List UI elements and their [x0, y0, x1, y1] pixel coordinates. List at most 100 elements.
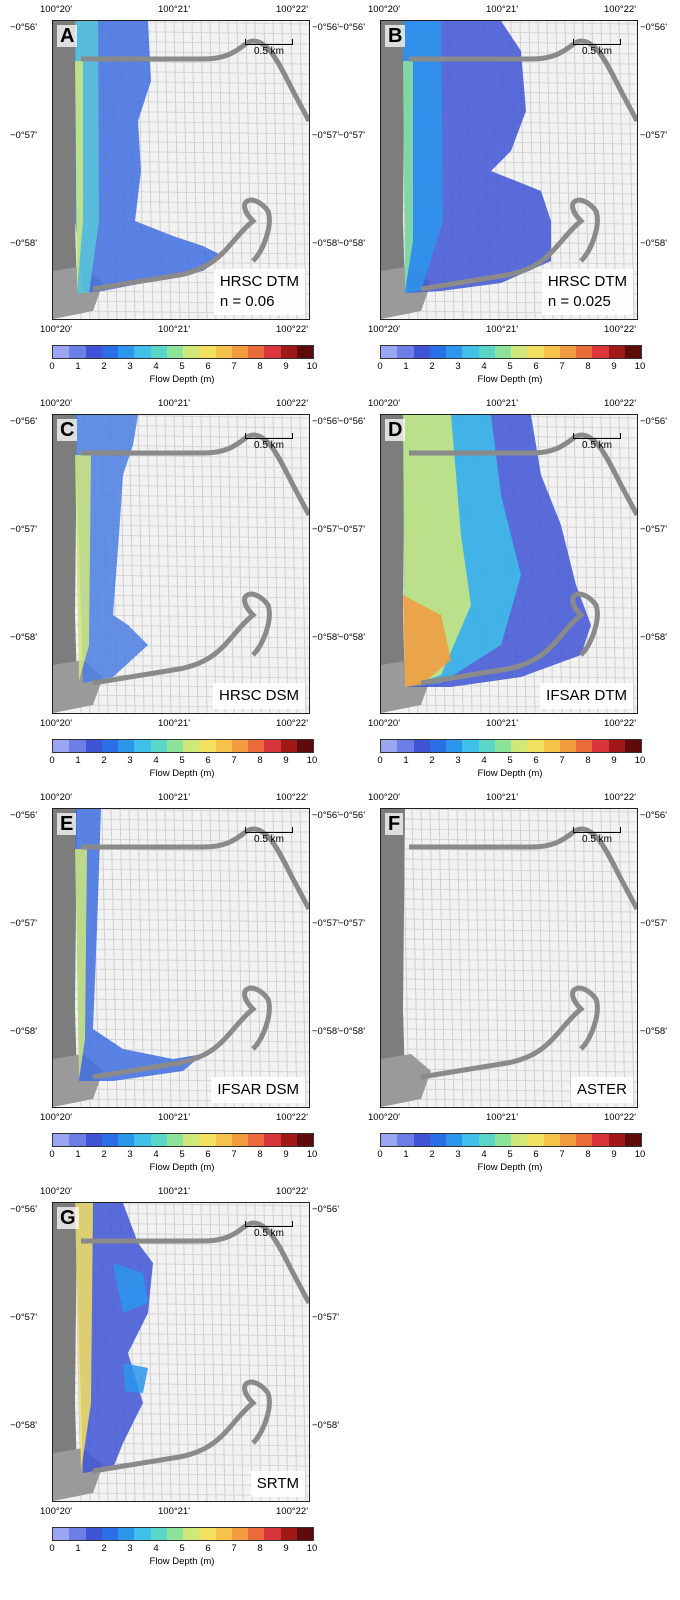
lat-tick-right: −0°58' [312, 1420, 340, 1431]
colorbar-swatch [280, 1528, 297, 1540]
lon-tick-bottom: 100°20' [368, 718, 401, 729]
colorbar-swatch [150, 346, 167, 358]
colorbar-tick: 0 [49, 1149, 55, 1160]
colorbar-tick: 7 [231, 361, 237, 372]
inundation-map: C 0.5 km HRSC DSM [52, 414, 310, 714]
colorbar-tick: 2 [429, 361, 435, 372]
colorbar-swatch [183, 740, 200, 752]
colorbar-tick: 7 [231, 1543, 237, 1554]
colorbar-swatch [478, 1134, 495, 1146]
colorbar-swatch [543, 1134, 560, 1146]
map-svg [53, 809, 309, 1107]
lat-tick-right: −0°56' [640, 810, 668, 821]
colorbar-tick: 0 [49, 361, 55, 372]
colorbar-tick: 4 [481, 1149, 487, 1160]
lat-tick-left: −0°56' [10, 22, 38, 33]
panel-letter: C [57, 419, 78, 441]
colorbar-swatch [248, 346, 265, 358]
lon-tick-bottom: 100°22' [276, 324, 309, 335]
river [81, 432, 309, 517]
urban-texture [402, 809, 637, 1107]
panel-letter: D [385, 419, 406, 441]
colorbar-swatch [511, 346, 528, 358]
lat-tick-left: −0°58' [10, 1420, 38, 1431]
colorbar-tick: 7 [231, 1149, 237, 1160]
colorbar-swatch [624, 346, 641, 358]
colorbar-swatch [446, 740, 463, 752]
colorbar-swatch [118, 1528, 135, 1540]
colorbar-swatch [446, 346, 463, 358]
colorbar-swatch [264, 1134, 281, 1146]
lat-tick-right: −0°57' [312, 1312, 340, 1323]
colorbar-ticks: 0 1 2 3 4 5 6 7 8 9 10 [377, 361, 645, 373]
colorbar-tick: 1 [403, 755, 409, 766]
lon-tick-top: 100°20' [40, 792, 73, 803]
colorbar-title: Flow Depth (m) [477, 768, 543, 779]
inundation-map: B 0.5 km HRSC DTM n = 0.025 [380, 20, 638, 320]
lon-tick-top: 100°22' [604, 398, 637, 409]
colorbar-swatch [413, 740, 430, 752]
panel-c: 100°20' 100°20' 100°21' 100°21' 100°22' 100°2… [10, 394, 340, 784]
colorbar-swatch [511, 740, 528, 752]
colorbar-tick: 8 [257, 1543, 263, 1554]
colorbar-tick: 1 [403, 1149, 409, 1160]
colorbar-swatch [69, 346, 86, 358]
flood-extent [75, 415, 148, 683]
colorbar-ticks: 0 1 2 3 4 5 6 7 8 9 10 [49, 361, 317, 373]
colorbar-swatch [429, 1134, 446, 1146]
colorbar-swatch [150, 740, 167, 752]
colorbar-tick: 10 [634, 755, 646, 766]
colorbar-swatch [429, 346, 446, 358]
colorbar-swatch [527, 1134, 544, 1146]
colorbar-ticks: 0 1 2 3 4 5 6 7 8 9 10 [49, 755, 317, 767]
colorbar-tick: 10 [634, 361, 646, 372]
colorbar-tick: 2 [101, 361, 107, 372]
flood-extent [75, 21, 223, 293]
lon-tick-top: 100°20' [368, 398, 401, 409]
scale-bar: 0.5 km [573, 39, 621, 57]
colorbar-swatch [559, 740, 576, 752]
colorbar-tick: 6 [205, 755, 211, 766]
dataset-label: HRSC DTM n = 0.06 [213, 269, 305, 315]
lat-tick-left: −0°57' [10, 130, 38, 141]
lon-tick-bottom: 100°21' [158, 718, 191, 729]
lon-tick-top: 100°22' [276, 398, 309, 409]
lon-tick-bottom: 100°21' [486, 718, 519, 729]
colorbar-tick: 8 [257, 361, 263, 372]
colorbar-tick: 7 [231, 755, 237, 766]
colorbar-tick: 2 [101, 755, 107, 766]
scale-bar-label: 0.5 km [253, 1228, 284, 1239]
colorbar-swatch [134, 740, 151, 752]
colorbar-swatch [118, 1134, 135, 1146]
lon-tick-top: 100°21' [158, 1186, 191, 1197]
colorbar-swatch [296, 740, 313, 752]
river [92, 985, 272, 1080]
dataset-label: SRTM [250, 1471, 305, 1497]
colorbar-swatch [53, 740, 70, 752]
colorbar-tick: 10 [306, 1149, 318, 1160]
dataset-label: HRSC DTM n = 0.025 [541, 269, 633, 315]
colorbar-tick: 10 [634, 1149, 646, 1160]
colorbar-tick: 3 [455, 1149, 461, 1160]
colorbar-tick: 6 [533, 1149, 539, 1160]
river [92, 591, 272, 686]
dataset-label: IFSAR DSM [211, 1077, 305, 1103]
lon-tick-top: 100°20' [40, 1186, 73, 1197]
lon-tick-top: 100°20' [368, 792, 401, 803]
colorbar-swatch [511, 1134, 528, 1146]
map-svg [381, 415, 637, 713]
colorbar-swatch [527, 740, 544, 752]
colorbar-swatch [53, 1134, 70, 1146]
colorbar-tick: 7 [559, 1149, 565, 1160]
colorbar-title: Flow Depth (m) [149, 1556, 215, 1567]
ocean [53, 809, 77, 1107]
ocean [53, 415, 77, 713]
colorbar-tick: 5 [507, 1149, 513, 1160]
colorbar-tick: 6 [533, 755, 539, 766]
colorbar-tick: 4 [481, 361, 487, 372]
dataset-label: ASTER [570, 1077, 633, 1103]
lat-tick-right: −0°57' [312, 130, 340, 141]
colorbar-swatch [150, 1528, 167, 1540]
dataset-name: SRTM [256, 1475, 299, 1492]
lat-tick-left: −0°58' [338, 238, 366, 249]
